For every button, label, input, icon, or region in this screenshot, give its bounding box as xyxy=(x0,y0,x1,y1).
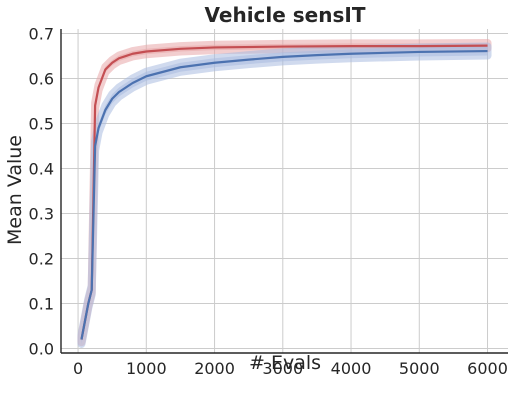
x-tick-label: 5000 xyxy=(399,359,440,378)
series-2-line xyxy=(80,49,488,340)
y-tick-label: 0.6 xyxy=(29,70,54,89)
y-axis-label: Mean Value xyxy=(4,135,26,245)
chart-title: Vehicle sensIT xyxy=(205,3,366,27)
x-tick-label: 6000 xyxy=(467,359,508,378)
series-1-band xyxy=(77,38,492,347)
y-axis-ticks: 0.0 0.1 0.2 0.3 0.4 0.5 0.6 0.7 xyxy=(29,25,54,359)
series-lines xyxy=(80,44,488,340)
y-tick-label: 0.7 xyxy=(29,25,54,44)
series-2-band xyxy=(77,42,492,348)
y-tick-label: 0.5 xyxy=(29,115,54,134)
y-tick-label: 0.2 xyxy=(29,250,54,269)
axes xyxy=(60,29,508,354)
confidence-bands xyxy=(77,38,492,348)
x-tick-label: 3000 xyxy=(262,359,303,378)
y-tick-label: 0.3 xyxy=(29,205,54,224)
x-tick-label: 0 xyxy=(73,359,83,378)
x-tick-label: 2000 xyxy=(194,359,235,378)
x-tick-label: 1000 xyxy=(126,359,167,378)
x-axis-label: # Evals xyxy=(249,352,321,374)
x-axis-ticks: 0 1000 2000 3000 4000 5000 6000 xyxy=(73,359,508,378)
y-tick-label: 0.1 xyxy=(29,295,54,314)
y-tick-label: 0.0 xyxy=(29,340,54,359)
x-tick-label: 4000 xyxy=(331,359,372,378)
series-1-line xyxy=(80,44,488,340)
y-tick-label: 0.4 xyxy=(29,160,54,179)
grid xyxy=(61,29,508,353)
